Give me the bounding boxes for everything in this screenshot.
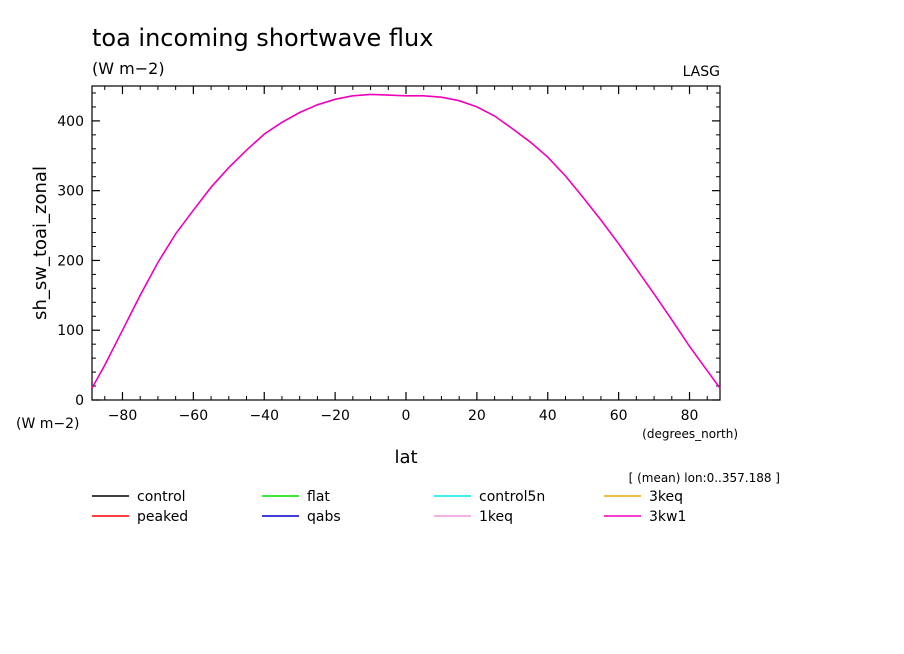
legend-label-qabs: qabs [307, 509, 341, 525]
y-units-label: (W m−2) [16, 416, 80, 432]
plot-frame [91, 85, 721, 401]
x-tick-label: 80 [681, 408, 699, 424]
x-tick-label: −60 [179, 408, 209, 424]
x-tick-label: −40 [249, 408, 279, 424]
legend-label-3keq: 3keq [649, 489, 683, 505]
series-line-3kw1 [91, 93, 721, 389]
legend-label-flat: flat [307, 489, 330, 505]
series-lines [91, 93, 721, 389]
x-tick-label: 40 [539, 408, 557, 424]
x-tick-label: 20 [468, 408, 486, 424]
legend-label-1keq: 1keq [479, 509, 513, 525]
y-tick-label: 0 [75, 393, 84, 409]
x-tick-label: −80 [108, 408, 138, 424]
source-label: LASG [683, 64, 720, 80]
spatial-mean-note: [ (mean) lon:0..357.188 ] [629, 471, 780, 485]
y-tick-label: 200 [57, 253, 84, 269]
chart-subtitle: (W m−2) [92, 59, 165, 78]
chart-title: toa incoming shortwave flux [92, 24, 433, 52]
x-units-label: (degrees_north) [642, 427, 738, 441]
y-tick-label: 100 [57, 323, 84, 339]
y-axis-title: sh_sw_toai_zonal [30, 166, 51, 320]
y-minor-ticks [92, 92, 720, 387]
x-tick-label: −20 [320, 408, 350, 424]
x-tick-label: 60 [610, 408, 628, 424]
x-minor-ticks [104, 86, 708, 400]
y-tick-label: 300 [57, 184, 84, 200]
y-tick-label: 400 [57, 114, 84, 130]
legend: control peaked flat qabs control5n 1keq 3keq 3k… [92, 489, 686, 525]
x-axis-title: lat [394, 447, 417, 468]
x-axis: −80 −60 −40 −20 0 20 40 60 80 [108, 86, 699, 424]
y-axis: 0 100 200 300 400 [57, 114, 720, 409]
x-tick-label: 0 [402, 408, 411, 424]
legend-label-3kw1: 3kw1 [649, 509, 686, 525]
legend-label-peaked: peaked [137, 509, 188, 525]
legend-label-control: control [137, 489, 186, 505]
legend-label-control5n: control5n [479, 489, 545, 505]
